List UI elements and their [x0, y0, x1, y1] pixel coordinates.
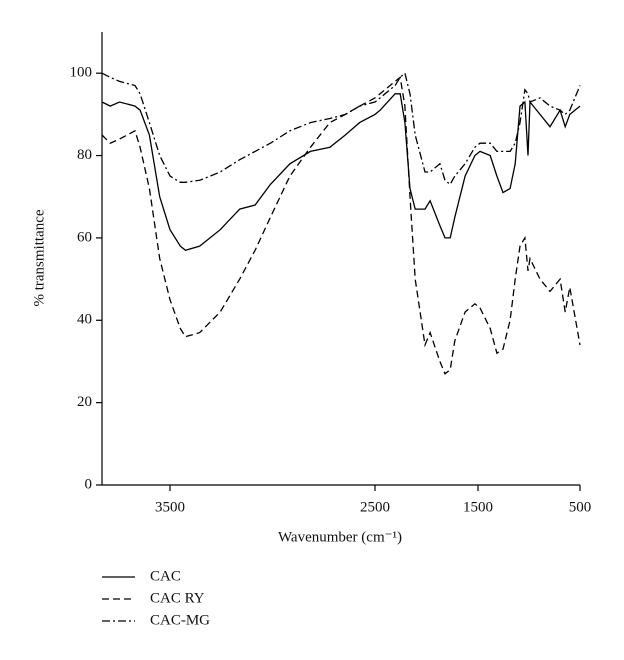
x-tick-label: 500 [569, 499, 592, 515]
series-line [101, 72, 581, 186]
x-axis-label: Wavenumber (cm⁻¹) [278, 529, 402, 545]
y-tick-label: 100 [70, 65, 93, 81]
legend-label: CAC-MG [150, 612, 210, 628]
legend-label: CAC [150, 568, 181, 584]
x-tick-label: 3500 [155, 499, 185, 515]
x-tick-label: 2500 [360, 499, 390, 515]
legend-label: CAC RY [150, 590, 205, 606]
y-tick-label: 40 [77, 312, 92, 328]
y-tick-label: 80 [77, 147, 92, 163]
series-line [101, 76, 581, 375]
x-tick-label: 1500 [463, 499, 493, 515]
y-tick-label: 60 [77, 229, 92, 245]
y-tick-label: 0 [85, 476, 93, 492]
y-axis-label: % transmittance [31, 209, 47, 306]
y-tick-label: 20 [77, 394, 92, 410]
